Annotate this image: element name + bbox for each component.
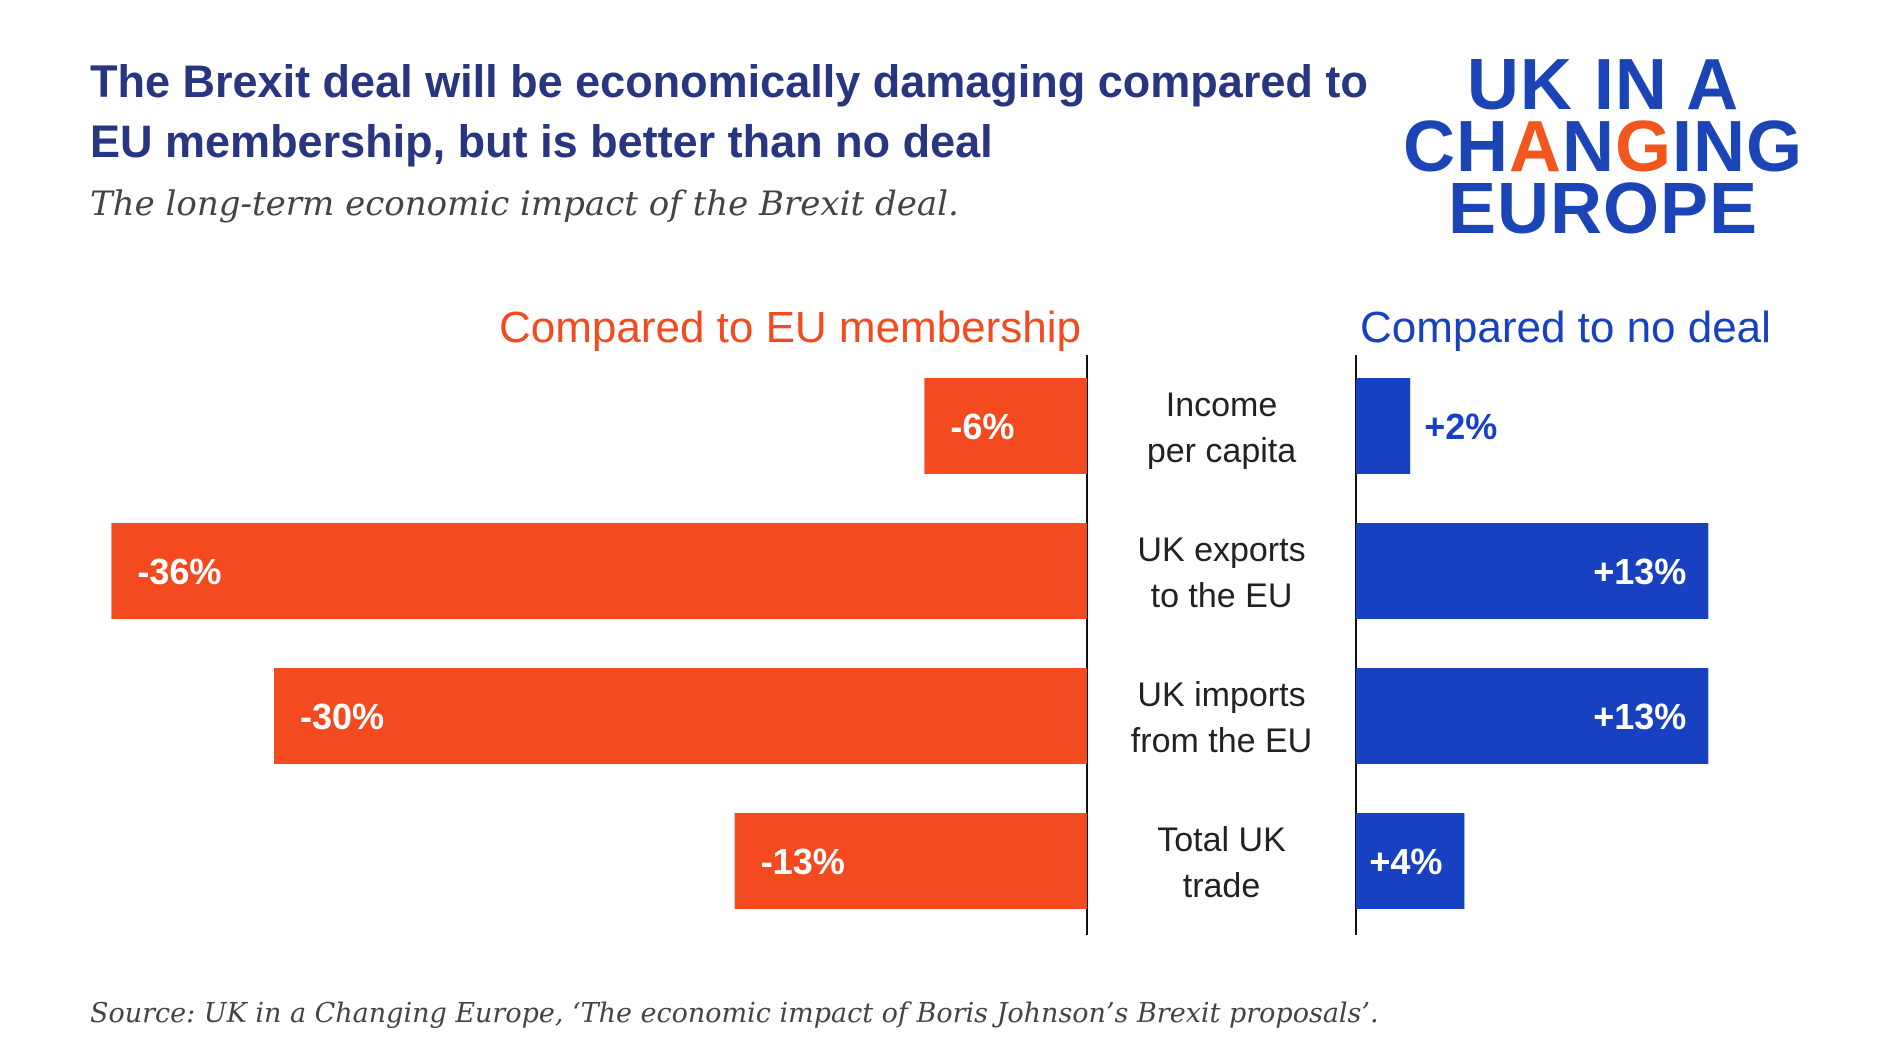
data-label-eu-membership: -6% — [950, 406, 1014, 447]
data-label-no-deal: +13% — [1593, 551, 1686, 592]
logo-accent-g: G — [1614, 107, 1672, 187]
logo-part: NG — [1693, 107, 1804, 187]
bar-eu-membership — [274, 668, 1087, 764]
category-label: UK exports — [1137, 531, 1305, 569]
bar-no-deal — [1356, 378, 1411, 474]
category-label: to the EU — [1151, 577, 1293, 615]
logo-line-1: UK IN A — [1466, 45, 1740, 125]
logo-accent-a: A — [1508, 107, 1562, 187]
chart-title: The Brexit deal will be economically dam… — [90, 56, 1368, 167]
data-label-eu-membership: -30% — [300, 696, 384, 737]
uk-in-a-changing-europe-logo: UK IN A CHANGING EUROPE — [1398, 45, 1808, 249]
category-label: trade — [1183, 867, 1261, 905]
category-label: per capita — [1147, 432, 1296, 470]
bar-eu-membership — [111, 523, 1087, 619]
source-note: Source: UK in a Changing Europe, ‘The ec… — [90, 998, 1379, 1029]
chart-subtitle: The long-term economic impact of the Bre… — [90, 184, 959, 224]
bar-eu-membership — [734, 813, 1087, 909]
logo-part: CH — [1402, 107, 1509, 187]
data-label-no-deal: +13% — [1593, 696, 1686, 737]
logo-line-3: EUROPE — [1447, 169, 1759, 249]
category-label: Total UK — [1157, 821, 1286, 859]
series-header-eu-membership: Compared to EU membership — [499, 303, 1081, 352]
data-label-eu-membership: -36% — [137, 551, 221, 592]
logo-line-2: CHANGING — [1398, 111, 1808, 183]
bar-eu-membership — [924, 378, 1087, 474]
data-label-no-deal: +2% — [1424, 406, 1497, 447]
bar-no-deal — [1356, 813, 1465, 909]
data-label-no-deal: +4% — [1369, 841, 1442, 882]
bar-no-deal — [1356, 668, 1709, 764]
category-label: UK imports — [1137, 676, 1305, 714]
logo-part: N — [1561, 107, 1615, 187]
logo-part: I — [1672, 107, 1694, 187]
category-label: from the EU — [1131, 722, 1312, 760]
category-label: Income — [1166, 386, 1278, 424]
data-label-eu-membership: -13% — [761, 841, 845, 882]
series-header-no-deal: Compared to no deal — [1360, 303, 1771, 352]
bar-no-deal — [1356, 523, 1709, 619]
